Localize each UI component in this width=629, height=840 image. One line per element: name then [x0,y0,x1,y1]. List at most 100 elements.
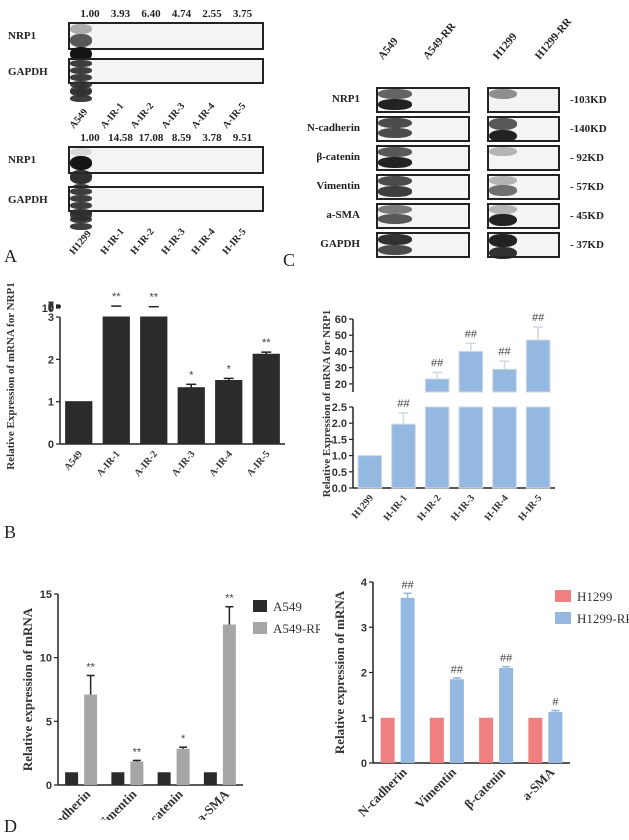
protein-band [70,156,92,171]
y-tick-label: 8 [48,301,54,313]
chart-emt-mrna-a549: Relative expression of mRNA051015**N-cad… [20,589,320,820]
bar-upper-segment [492,368,517,393]
y-tick-label: 2.0 [332,418,347,430]
y-tick-label: 0.5 [332,467,347,479]
bar-lower-segment [458,406,484,489]
molecular-weight-label: -103KD [570,94,607,106]
x-tick-label: β-catenin [139,786,187,820]
densitometry-value: 1.00 [80,132,100,144]
significance-marker: ** [225,593,234,605]
lane-label: A-IR-2 [128,100,157,131]
y-tick-label: 0 [361,758,367,770]
bar-upper-segment [458,350,484,393]
y-tick-label: 2 [48,354,54,366]
y-tick-label: 1.0 [332,451,347,463]
y-tick-label: 9 [48,302,54,314]
densitometry-value: 3.93 [110,8,131,20]
densitometry-value: 14.58 [108,132,133,144]
bar-h1299 [429,717,444,763]
protein-band [489,147,517,156]
lane-label: A549 [67,106,91,131]
x-tick-label: A-IR-2 [132,449,160,479]
y-tick-label: 0 [48,439,54,451]
y-axis-label: Relative Expression of mRNA for NRP1 [5,282,17,470]
blot-strip-right [487,116,560,143]
y-tick-label: 10 [40,653,52,665]
x-tick-label: a-SMA [519,764,558,803]
legend-swatch-h1299-rr [555,612,571,624]
bar [177,387,205,445]
protein-band [70,170,92,184]
y-tick-label: 5 [46,716,52,728]
bar [65,401,93,445]
densitometry-value: 6.40 [141,8,161,20]
protein-band [489,129,517,143]
blot-strip-gapdh [68,58,264,102]
bar [357,455,383,489]
blot-row-label: NRP1 [8,30,37,42]
legend-label: A549-RR [273,621,320,636]
significance-marker: ## [397,398,410,410]
blot-strip-left [376,203,470,229]
protein-band [378,205,412,215]
protein-band [70,88,92,95]
lane-label: A549 [375,35,401,62]
x-tick-label: A-IR-5 [245,449,273,479]
bar-lower-segment [424,406,450,489]
protein-band [378,147,412,157]
significance-marker: ** [262,337,271,349]
bar-upper-segment [525,339,551,393]
protein-band [70,209,92,216]
y-tick-label: 0.0 [332,483,347,495]
lane-label: H-IR-3 [159,226,188,257]
densitometry-value: 9.51 [232,132,253,144]
significance-marker: ## [431,358,444,370]
y-tick-label: 30 [335,363,347,375]
significance-marker: ## [465,328,478,340]
significance-marker: * [227,363,232,375]
bar-a549-rr [84,694,98,785]
y-tick-label: 4 [361,577,368,589]
lane-label: A-IR-3 [159,100,187,131]
protein-band [70,148,92,157]
lane-label: H-IR-2 [128,226,157,257]
protein-band [70,81,92,88]
lane-label: A549-RR [420,20,459,62]
lane-label: H1299 [67,228,94,257]
protein-band [489,176,517,185]
legend-label: H1299-RR [577,611,629,626]
significance-marker: * [181,733,186,745]
y-tick-label: 2.5 [332,402,347,414]
legend-swatch-a549-rr [253,622,267,634]
y-axis-label: Relative expression of mRNA [332,590,347,754]
protein-band [70,74,92,81]
y-tick-label: 15 [40,589,52,601]
bar [215,380,243,445]
x-tick-label: Vimentin [412,764,460,812]
y-axis-label: Relative Expression of mRNA for NRP1 [321,310,333,498]
blot-strip-nrp1 [68,146,264,221]
densitometry-value: 17.08 [138,132,164,144]
bar-upper-segment [424,378,450,393]
significance-marker: * [189,369,194,381]
lane-label: H-IR-1 [98,226,127,257]
blot-strip-right [487,145,560,171]
y-tick-label: 10 [42,303,54,315]
blot-strip-right [487,174,560,200]
legend-label: A549 [273,599,302,614]
protein-band [378,176,412,187]
protein-band [70,24,92,35]
densitometry-value: 3.75 [232,8,253,20]
protein-band [70,67,92,74]
significance-marker: ** [112,291,121,303]
bar-h1299-rr [499,667,514,763]
bar-h1299 [380,717,395,763]
x-tick-label: H-IR-2 [415,493,443,523]
protein-band [489,184,517,196]
molecular-weight-label: -140KD [570,123,607,135]
bar-h1299-rr [548,711,563,763]
protein-band [378,244,412,255]
panel-letter-a: A [4,246,17,266]
y-tick-label: 7 [48,300,54,312]
significance-marker: ## [498,346,511,358]
